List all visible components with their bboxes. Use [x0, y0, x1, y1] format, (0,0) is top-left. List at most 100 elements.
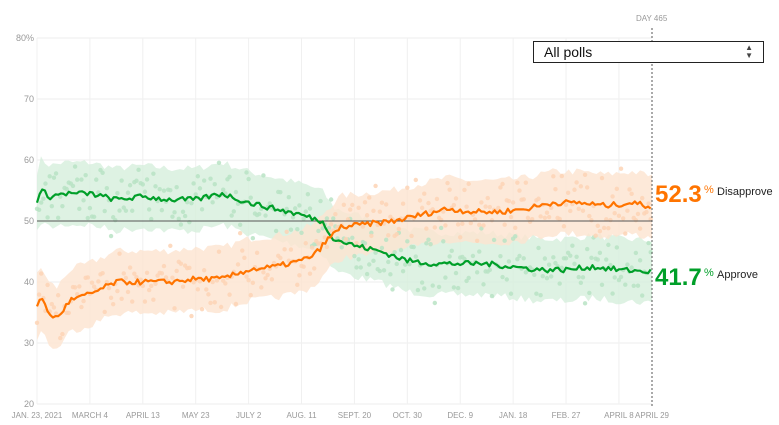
poll-dot — [146, 207, 152, 212]
poll-dot — [559, 265, 564, 271]
poll-dot — [646, 201, 651, 206]
poll-dot — [474, 270, 480, 275]
poll-dot — [140, 283, 146, 289]
poll-dot — [510, 200, 516, 205]
poll-dot — [292, 206, 298, 211]
approve-value: 41.7 — [655, 264, 702, 291]
poll-dot — [398, 247, 404, 253]
poll-dot — [307, 271, 313, 276]
x-tick-label: JULY 2 — [236, 411, 262, 420]
poll-dot — [108, 233, 114, 239]
poll-dot — [176, 216, 181, 222]
poll-dot — [331, 216, 336, 221]
poll-dot — [449, 248, 454, 254]
poll-dot — [468, 220, 474, 226]
poll-dot — [159, 271, 165, 276]
poll-dot — [572, 261, 577, 267]
poll-dot — [627, 187, 632, 192]
poll-dot — [142, 299, 148, 304]
poll-dot — [489, 293, 495, 299]
poll-dot — [354, 265, 359, 270]
poll-dot — [599, 175, 605, 181]
poll-dot — [178, 261, 184, 266]
disapprove-value: 52.3 — [655, 181, 702, 208]
poll-dot — [549, 205, 554, 211]
poll-dot — [538, 293, 543, 298]
x-tick-label: MARCH 4 — [72, 411, 109, 420]
poll-dot — [328, 197, 334, 202]
poll-dot — [134, 178, 139, 183]
poll-dot — [513, 225, 518, 231]
poll-dot — [441, 209, 446, 214]
poll-dot — [434, 196, 440, 202]
poll-dot — [83, 172, 88, 178]
poll-dot — [278, 189, 283, 195]
poll-dot — [394, 261, 399, 267]
poll-dot — [43, 181, 48, 186]
poll-dot — [295, 226, 300, 232]
poll-dot — [343, 236, 349, 242]
poll-dot — [182, 213, 188, 219]
poll-dot — [273, 228, 279, 234]
poll-dot — [360, 224, 366, 229]
poll-dot — [595, 223, 600, 229]
poll-dot — [100, 270, 105, 276]
poll-dot — [199, 307, 205, 312]
poll-dot — [303, 209, 308, 214]
poll-dot — [589, 255, 594, 260]
poll-dot — [536, 196, 541, 201]
poll-dot — [481, 223, 486, 228]
poll-dot — [390, 287, 395, 292]
poll-filter-select[interactable]: All polls ▲ ▼ — [533, 41, 764, 63]
poll-dot — [91, 214, 97, 220]
poll-dot — [383, 237, 389, 243]
poll-dot — [316, 228, 321, 234]
poll-dot — [210, 200, 215, 205]
poll-dot — [612, 275, 617, 280]
poll-dot — [297, 203, 302, 208]
poll-dot — [212, 300, 217, 305]
poll-dot — [487, 267, 493, 273]
poll-dot — [413, 254, 418, 259]
poll-dot — [447, 187, 452, 192]
poll-dot — [233, 301, 239, 307]
poll-dot — [576, 206, 581, 211]
poll-dot — [403, 262, 408, 267]
poll-dot — [151, 171, 156, 176]
poll-dot — [341, 202, 347, 207]
poll-dot — [250, 280, 256, 286]
poll-dot — [178, 222, 184, 227]
poll-dot — [41, 196, 46, 201]
poll-dot — [546, 262, 552, 267]
poll-dot — [489, 218, 495, 223]
poll-dot — [96, 279, 101, 284]
poll-filter-value: All polls — [544, 44, 593, 60]
poll-dot — [301, 264, 306, 269]
poll-dot — [163, 275, 169, 280]
poll-dot — [261, 173, 266, 178]
poll-dot — [612, 211, 617, 216]
poll-dot — [356, 205, 361, 211]
poll-dot — [72, 285, 78, 290]
poll-dot — [218, 304, 224, 310]
poll-dot — [77, 206, 82, 212]
poll-dot — [428, 242, 433, 247]
poll-dot — [436, 284, 442, 290]
poll-dot — [367, 262, 372, 267]
poll-dot — [540, 274, 545, 279]
poll-dot — [400, 268, 406, 274]
poll-dot — [498, 253, 503, 259]
poll-dot — [379, 245, 385, 251]
poll-dot — [305, 192, 311, 197]
poll-dot — [606, 226, 611, 231]
poll-dot — [180, 209, 186, 215]
poll-dot — [551, 255, 556, 260]
poll-dot — [301, 216, 306, 221]
poll-dot — [477, 249, 482, 254]
poll-dot — [149, 216, 154, 222]
poll-dot — [151, 297, 156, 302]
poll-dot — [521, 197, 526, 202]
poll-dot — [400, 201, 406, 206]
poll-dot — [216, 249, 222, 254]
